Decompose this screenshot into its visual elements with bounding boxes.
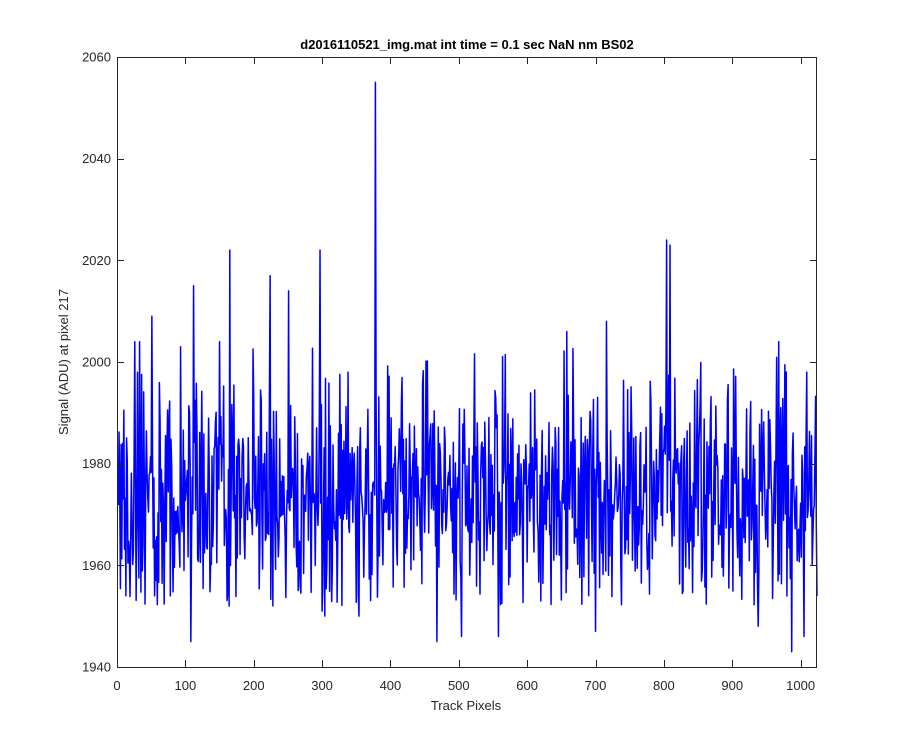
y-tick-label: 2000 [82,355,111,370]
x-axis-label: Track Pixels [431,698,502,713]
y-tick-label: 2020 [82,253,111,268]
x-tick-label: 1000 [786,678,815,693]
y-axis-ticks: 1940 1960 1980 2000 2020 2040 2060 [82,50,817,675]
y-tick-label: 1980 [82,456,111,471]
y-tick-label: 2040 [82,151,111,166]
x-tick-label: 500 [448,678,470,693]
chart-title: d2016110521_img.mat int time = 0.1 sec N… [300,37,633,52]
x-axis-ticks: 0 100 200 300 400 500 600 700 800 900 1000 [113,57,815,693]
x-tick-label: 200 [243,678,265,693]
series-layer [116,81,818,653]
x-tick-label: 100 [175,678,197,693]
x-tick-label: 600 [516,678,538,693]
signal-series-line [116,81,818,653]
y-tick-label: 2060 [82,50,111,65]
y-tick-label: 1960 [82,558,111,573]
x-tick-label: 400 [380,678,402,693]
x-tick-label: 0 [113,678,120,693]
y-tick-label: 1940 [82,660,111,675]
y-axis-label: Signal (ADU) at pixel 217 [56,289,71,435]
x-tick-label: 800 [653,678,675,693]
x-tick-label: 300 [311,678,333,693]
x-tick-label: 700 [585,678,607,693]
x-tick-label: 900 [721,678,743,693]
